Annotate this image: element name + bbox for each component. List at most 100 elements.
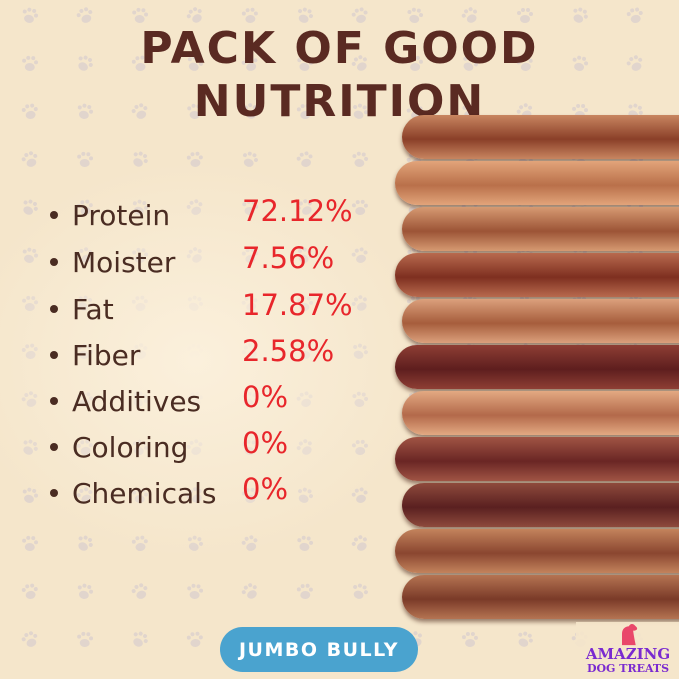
paw-icon <box>463 55 478 71</box>
paw-icon <box>241 583 257 599</box>
paw-icon <box>131 55 148 71</box>
brand-logo: AMAZING DOG TREATS <box>576 622 679 675</box>
paw-icon <box>296 583 313 599</box>
logo-line-2: DOG TREATS <box>586 662 670 675</box>
paw-icon <box>186 631 203 647</box>
paw-icon <box>353 583 368 599</box>
bullet-icon <box>50 489 58 497</box>
bully-stick <box>402 115 679 159</box>
paw-icon <box>573 7 588 23</box>
nutrition-row: Moister <box>50 242 175 282</box>
paw-icon <box>133 631 148 647</box>
nutrient-value: 0% <box>242 472 289 506</box>
bully-stick <box>402 575 679 619</box>
paw-icon <box>131 103 148 119</box>
jumbo-bully-badge[interactable]: JUMBO BULLY <box>220 627 418 672</box>
paw-icon <box>21 103 38 119</box>
paw-icon <box>296 151 313 167</box>
bully-stick <box>395 437 679 481</box>
nutrition-row: Fiber <box>50 335 140 375</box>
bully-stick <box>402 391 679 435</box>
paw-icon <box>77 631 94 647</box>
paw-icon <box>78 55 93 71</box>
nutrient-value: 2.58% <box>242 334 335 368</box>
paw-icon <box>516 55 533 71</box>
dog-icon <box>622 624 638 646</box>
paw-icon <box>296 103 313 119</box>
paw-icon <box>351 7 368 23</box>
paw-icon <box>77 151 94 167</box>
bullet-icon <box>50 211 58 219</box>
bullet-icon <box>50 443 58 451</box>
paw-icon <box>132 7 149 23</box>
page-title: PACK OF GOOD NUTRITION <box>0 22 679 128</box>
nutrition-row: Additives <box>50 381 201 421</box>
paw-icon <box>23 199 38 215</box>
paw-icon <box>517 8 533 23</box>
paw-icon <box>351 535 367 551</box>
nutrition-row: Protein <box>50 195 170 235</box>
paw-icon <box>187 103 204 119</box>
nutrient-value: 0% <box>242 380 289 414</box>
paw-icon <box>187 55 204 71</box>
paw-icon <box>77 103 94 119</box>
bullet-icon <box>50 305 58 313</box>
paw-icon <box>131 583 148 599</box>
bullet-icon <box>50 258 58 266</box>
paw-icon <box>77 583 94 599</box>
nutrient-value: 72.12% <box>242 194 353 228</box>
paw-icon <box>406 55 423 71</box>
nutrient-label: Protein <box>72 198 171 232</box>
nutrient-label: Chemicals <box>72 476 217 510</box>
paw-icon <box>353 103 368 119</box>
paw-icon <box>461 631 478 647</box>
paw-icon <box>298 7 313 23</box>
paw-icon <box>407 7 424 23</box>
nutrient-label: Fiber <box>72 338 141 372</box>
paw-icon <box>297 535 314 551</box>
bully-stick <box>395 529 679 573</box>
bully-stick <box>402 207 679 251</box>
nutrient-label: Fat <box>72 292 114 326</box>
nutrient-label: Additives <box>72 384 202 418</box>
paw-icon <box>351 199 368 215</box>
paw-icon <box>241 55 258 71</box>
nutrient-value: 0% <box>242 426 289 460</box>
bully-stick <box>402 483 679 527</box>
paw-icon <box>21 583 38 599</box>
paw-icon <box>626 55 643 71</box>
paw-icon <box>241 7 258 23</box>
paw-icon <box>186 7 202 23</box>
paw-icon <box>352 151 369 167</box>
bullet-icon <box>50 351 58 359</box>
paw-icon <box>187 583 204 599</box>
paw-icon <box>461 7 478 23</box>
nutrient-label: Coloring <box>72 430 189 464</box>
paw-icon <box>572 55 589 71</box>
paw-icon <box>21 631 38 647</box>
bully-stick <box>402 299 679 343</box>
paw-icon <box>351 55 367 71</box>
paw-icon <box>22 535 39 551</box>
background-glow <box>0 160 430 560</box>
bully-sticks-image <box>392 115 679 630</box>
bully-stick <box>395 253 679 297</box>
paw-icon <box>76 7 93 23</box>
nutrition-row: Coloring <box>50 427 188 467</box>
paw-icon <box>518 631 533 647</box>
nutrition-row: Chemicals <box>50 473 217 513</box>
nutrient-label: Moister <box>72 245 176 279</box>
paw-icon <box>626 7 643 23</box>
nutrient-value: 7.56% <box>242 241 335 275</box>
paw-icon <box>21 151 38 167</box>
logo-line-1: AMAZING <box>585 645 671 663</box>
nutrition-row: Fat <box>50 289 114 329</box>
title-line-1: PACK OF GOOD <box>140 23 539 74</box>
bully-stick <box>395 161 679 205</box>
nutrient-value: 17.87% <box>242 288 353 322</box>
bullet-icon <box>50 397 58 405</box>
paw-icon <box>22 7 39 23</box>
paw-icon <box>241 103 257 119</box>
paw-icon <box>22 55 39 71</box>
